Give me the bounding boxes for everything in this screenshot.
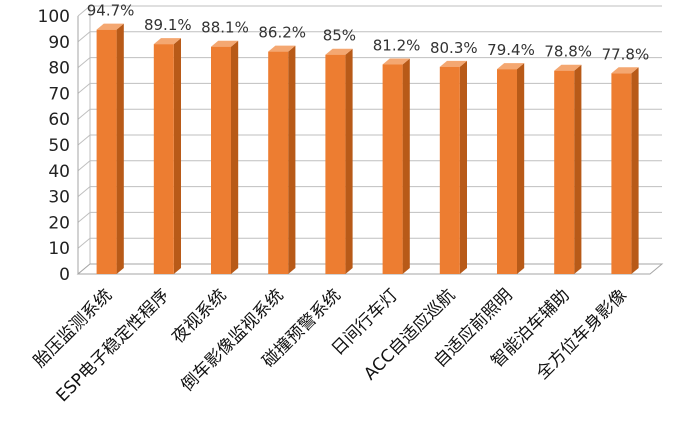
bar: [153, 38, 181, 274]
bar-top: [497, 63, 525, 70]
data-label: 78.8%: [544, 43, 592, 61]
y-tick-label: 100: [38, 7, 70, 27]
y-tick-label: 0: [59, 265, 70, 285]
data-label: 79.4%: [487, 41, 535, 59]
bar-front: [611, 73, 632, 274]
bar: [439, 60, 467, 275]
bar-top: [211, 40, 239, 47]
y-tick-label: 60: [48, 110, 70, 130]
bar-side: [231, 40, 239, 275]
y-tick-label: 10: [48, 239, 70, 259]
bar: [325, 48, 353, 275]
data-label: 88.1%: [201, 19, 249, 37]
gridline-wall: [77, 237, 91, 249]
gridline-wall: [77, 83, 91, 94]
bar-front: [153, 44, 174, 274]
bar-front: [554, 70, 575, 274]
bar-top: [96, 23, 124, 30]
data-label: 80.3%: [430, 39, 478, 57]
gridline-wall: [77, 108, 91, 120]
bar-top: [382, 58, 410, 65]
bar-side: [402, 58, 410, 275]
category-label: 倒车影像监视系统: [177, 285, 287, 395]
bar-top: [325, 48, 353, 55]
bar-top: [153, 38, 181, 45]
bar-front: [439, 66, 460, 275]
data-label: 81.2%: [373, 37, 421, 55]
bar-side: [574, 64, 582, 274]
bar-top: [611, 67, 639, 74]
bar-front: [325, 54, 346, 275]
data-label: 85%: [323, 27, 356, 45]
bar: [96, 23, 124, 275]
gridline-wall: [77, 134, 91, 146]
y-tick-label: 40: [48, 162, 70, 182]
bar-top: [439, 60, 467, 67]
bar-front: [382, 64, 403, 274]
bar-side: [345, 48, 353, 275]
y-tick-label: 20: [48, 213, 70, 233]
y-tick-label: 90: [48, 33, 70, 53]
bar-side: [116, 23, 124, 275]
gridline-wall: [77, 31, 91, 43]
category-label: ESP电子稳定性程序: [53, 285, 174, 406]
bar-side: [288, 45, 296, 274]
bar-front: [211, 46, 231, 275]
bar: [211, 40, 239, 275]
gridline-wall: [77, 186, 91, 197]
bar: [497, 63, 525, 275]
bars: [96, 23, 639, 275]
bar-top: [554, 64, 582, 71]
data-label: 77.8%: [602, 45, 650, 63]
data-labels: 94.7% 89.1% 88.1% 86.2% 85% 81.2% 80.3% 79.4% 78…: [87, 2, 649, 64]
gridline-wall: [77, 57, 91, 68]
gridline-wall: [77, 5, 91, 17]
bar: [268, 45, 296, 274]
x-axis-categories: 胎压监测系统ESP电子稳定性程序夜视系统倒车影像监视系统碰撞预警系统日间行车灯A…: [30, 285, 631, 406]
y-tick-label: 50: [48, 136, 70, 156]
bar: [554, 64, 582, 274]
y-tick-label: 80: [48, 59, 70, 79]
gridline-wall: [77, 160, 91, 172]
bar-front: [268, 51, 289, 274]
data-label: 94.7%: [87, 2, 135, 20]
bar-top: [268, 45, 296, 52]
gridline-wall: [77, 212, 91, 223]
y-axis-ticks: 0 10 20 30 40 50 60 70 80 90 100: [38, 7, 70, 285]
bar-front: [497, 69, 517, 274]
data-label: 86.2%: [258, 24, 306, 42]
y-tick-label: 30: [48, 188, 70, 208]
data-label: 89.1%: [144, 16, 192, 34]
bar-front: [96, 29, 117, 275]
bar: [611, 67, 639, 274]
bar-side: [631, 67, 639, 274]
bar-side: [459, 60, 467, 274]
y-tick-label: 70: [48, 84, 70, 104]
bar-side: [517, 63, 525, 275]
bar-side: [173, 38, 181, 274]
bar: [382, 58, 410, 275]
